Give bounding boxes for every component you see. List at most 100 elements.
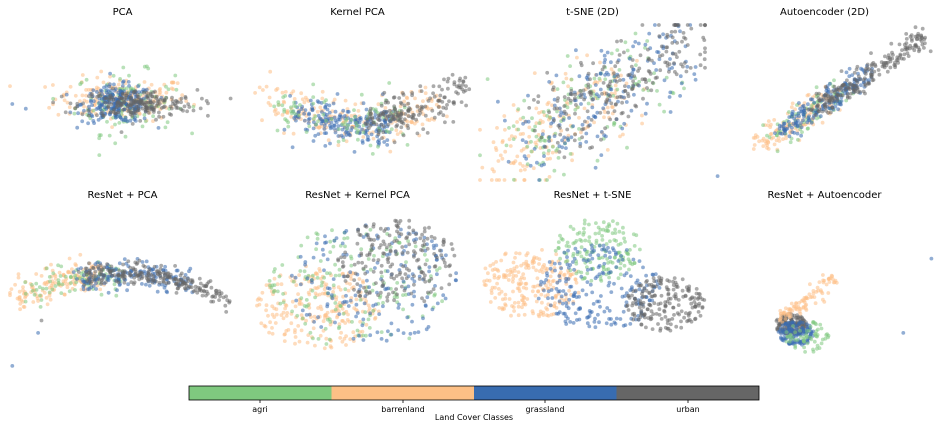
point-agri [105, 119, 109, 124]
point-barrenland [283, 306, 287, 311]
point-urban [352, 287, 356, 292]
point-grassland [294, 118, 298, 123]
point-barrenland [337, 322, 342, 327]
point-urban [358, 233, 363, 238]
point-barrenland [73, 262, 78, 267]
point-grassland [552, 97, 557, 102]
point-agri [372, 253, 376, 258]
point-barrenland [300, 97, 305, 102]
point-urban [619, 39, 623, 43]
point-grassland [334, 236, 339, 241]
point-grassland [98, 88, 103, 93]
point-agri [404, 260, 408, 264]
point-urban [463, 75, 468, 80]
point-urban [657, 275, 662, 280]
point-agri [657, 102, 662, 107]
point-barrenland [503, 296, 508, 301]
point-agri [91, 108, 96, 113]
point-urban [703, 50, 707, 54]
point-urban [422, 229, 427, 234]
point-agri [594, 241, 599, 246]
point-barrenland [820, 120, 825, 125]
point-barrenland [519, 148, 524, 153]
point-barrenland [494, 178, 499, 182]
point-urban [898, 52, 903, 57]
point-urban [120, 269, 125, 274]
point-urban [382, 90, 387, 95]
point-urban [631, 301, 635, 305]
point-barrenland [797, 301, 801, 305]
point-agri [638, 247, 642, 252]
panel-resnet-autoencoder: ResNet + Autoencoder [767, 190, 934, 354]
point-grassland [10, 102, 15, 106]
point-grassland [423, 304, 428, 308]
point-agri [37, 285, 42, 290]
point-urban [356, 290, 361, 294]
point-agri [633, 31, 638, 36]
point-agri [616, 243, 621, 247]
point-urban [401, 264, 406, 269]
point-agri [598, 227, 603, 232]
point-agri [625, 48, 630, 53]
point-grassland [619, 286, 624, 291]
point-urban [149, 107, 154, 112]
point-urban [423, 262, 428, 267]
point-urban [422, 226, 427, 231]
point-barrenland [299, 302, 304, 306]
point-agri [97, 136, 102, 141]
point-grassland [585, 280, 590, 284]
point-urban [562, 109, 567, 114]
point-barrenland [497, 306, 502, 310]
point-barrenland [293, 328, 297, 332]
point-grassland [288, 94, 292, 98]
point-agri [560, 237, 565, 242]
point-agri [113, 122, 117, 127]
point-grassland [102, 85, 106, 90]
point-urban [403, 112, 408, 116]
point-urban [429, 234, 434, 239]
point-urban [51, 100, 55, 105]
point-urban [359, 251, 364, 256]
point-urban [376, 235, 381, 239]
point-agri [401, 307, 405, 312]
panel-resnet-t-sne: ResNet + t-SNE [482, 190, 707, 333]
point-agri [552, 168, 557, 173]
point-grassland [331, 277, 336, 281]
point-urban [186, 276, 190, 281]
point-grassland [526, 93, 530, 98]
point-urban [608, 94, 613, 99]
point-grassland [561, 289, 566, 293]
point-agri [113, 141, 118, 146]
point-grassland [412, 330, 417, 335]
point-agri [565, 105, 570, 110]
point-grassland [90, 114, 95, 119]
point-urban [387, 233, 392, 238]
point-urban [395, 113, 400, 118]
point-urban [134, 104, 139, 109]
point-barrenland [65, 100, 70, 105]
point-agri [355, 130, 360, 135]
point-barrenland [520, 293, 524, 298]
point-urban [120, 102, 125, 107]
point-agri [575, 232, 580, 236]
point-grassland [406, 284, 411, 289]
point-barrenland [394, 128, 399, 133]
point-grassland [601, 106, 606, 111]
point-grassland [603, 253, 608, 258]
point-agri [354, 121, 358, 125]
point-grassland [593, 316, 597, 321]
point-urban [198, 106, 203, 111]
point-urban [438, 110, 443, 115]
point-agri [401, 293, 405, 297]
point-urban [92, 273, 96, 278]
point-agri [337, 326, 341, 331]
point-urban [182, 281, 187, 285]
point-urban [179, 96, 184, 101]
point-urban [640, 23, 645, 27]
point-urban [108, 270, 113, 274]
point-grassland [569, 135, 574, 140]
point-grassland [590, 105, 595, 110]
point-urban [147, 267, 152, 271]
point-urban [626, 293, 631, 298]
point-agri [63, 274, 68, 279]
